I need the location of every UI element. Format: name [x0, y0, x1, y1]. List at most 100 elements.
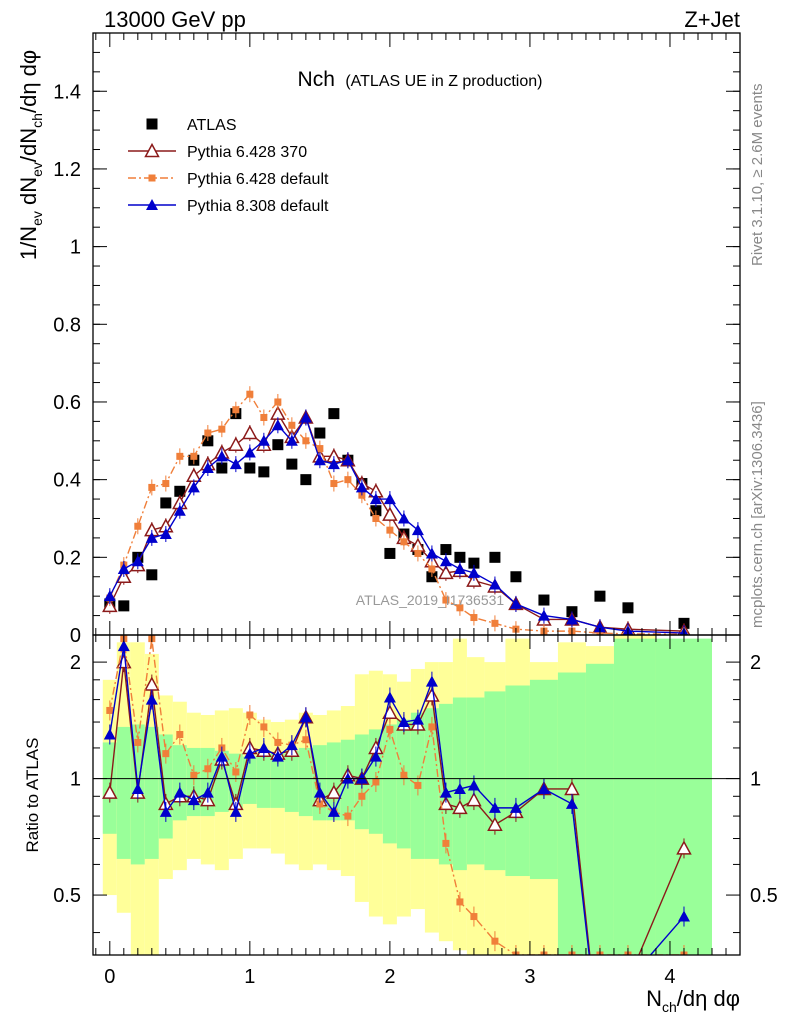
pythia-6-428-default-ratio-point — [470, 913, 478, 921]
pythia-6-428-default-ratio-point — [372, 778, 380, 786]
pythia-8-308-default-ratio-point — [439, 786, 452, 798]
pythia-6-428-370-ratio-point — [621, 974, 634, 986]
atlas-point — [300, 474, 312, 486]
pythia-6-428-default-ratio-point — [274, 738, 282, 746]
pythia-8-308-default-ratio-point — [313, 786, 326, 798]
pythia-8-308-default-point — [313, 454, 326, 466]
pythia-6-428-default-point — [330, 480, 338, 488]
pythia-6-428-370-ratio-point — [424, 687, 440, 702]
inner-band-bin — [484, 691, 506, 871]
legend-label-pythia-8-308-default: Pythia 8.308 default — [187, 198, 329, 215]
pythia-6-428-default-point — [400, 538, 408, 546]
atlas-point — [216, 462, 228, 474]
atlas-point — [510, 571, 522, 583]
y-tick-label-top: 0.8 — [53, 314, 81, 336]
header-right: Z+Jet — [684, 7, 740, 32]
pythia-8-308-default-point — [215, 450, 228, 462]
pythia-8-308-default-point — [488, 578, 501, 590]
pythia-8-308-default-point — [593, 621, 606, 633]
y-tick-label-top: 1.4 — [53, 81, 81, 103]
atlas-point — [538, 594, 550, 606]
pythia-8-308-default-point — [201, 461, 214, 473]
atlas-point — [286, 458, 298, 470]
pythia-6-428-default-point — [302, 437, 310, 445]
atlas-point — [258, 466, 270, 478]
inner-band-bin — [256, 753, 271, 808]
legend: ATLAS Pythia 6.428 370 Pythia 6.428 defaul… — [128, 117, 329, 215]
plot-title-sub: (ATLAS UE in Z production) — [345, 73, 542, 90]
pythia-8-308-default-point — [439, 555, 452, 567]
atlas-point — [489, 551, 501, 563]
inner-band-bin — [655, 638, 712, 955]
atlas-point — [468, 557, 480, 569]
legend-marker-pythia-6-428-370 — [144, 142, 160, 158]
pythia-8-308-default-point — [397, 512, 410, 524]
pythia-8-308-default-point — [453, 562, 466, 574]
y-axis-label-top: 1/Nev dNev/dNch/dη dφ — [16, 50, 45, 260]
pythia-8-308-default-ratio-point — [229, 805, 242, 817]
legend-marker-pythia-6-428-default — [148, 174, 156, 182]
pythia-8-308-default-ratio-point — [299, 711, 312, 723]
pythia-8-308-default-point — [285, 434, 298, 446]
pythia-6-428-default-point — [344, 476, 352, 484]
pythia-8-308-default-point — [131, 555, 144, 567]
pythia-6-428-default-ratio-point — [491, 937, 499, 945]
ratio-panel-frame — [92, 634, 741, 956]
axes: 0 1 2 3 4 0 0.2 0.4 0.6 0.8 1 1.2 1.4 0.5 0.5 1 1 2 2 — [53, 33, 778, 988]
pythia-6-428-default-ratio-line — [109, 638, 684, 955]
atlas-point — [118, 600, 130, 612]
atlas-point — [440, 544, 452, 556]
pythia-6-428-370-ratio-point — [326, 784, 342, 799]
pythia-6-428-370-point — [382, 506, 398, 521]
pythia-6-428-370-point — [242, 424, 258, 440]
inner-band-bin — [270, 753, 285, 808]
y-tick-label-bottom-right: 0.5 — [750, 885, 778, 907]
pythia-8-308-default-point — [145, 531, 158, 543]
pythia-6-428-default-point — [218, 425, 226, 433]
inner-band-bin — [284, 750, 299, 812]
atlas-point — [314, 427, 326, 439]
pythia-6-428-default-ratio-point — [400, 771, 408, 779]
pythia-6-428-default-ratio-point — [344, 812, 352, 820]
pythia-6-428-default-point — [232, 406, 240, 414]
pythia-6-428-default-ratio-point — [316, 800, 324, 808]
pythia-6-428-default-ratio-point — [204, 765, 212, 773]
pythia-8-308-default-ratio-point — [425, 675, 438, 687]
pythia-8-308-default-ratio-point — [453, 782, 466, 794]
pythia-8-308-default-point — [327, 458, 340, 470]
pythia-6-428-default-point — [491, 619, 499, 627]
pythia-8-308-default-point — [355, 481, 368, 493]
header-left: 13000 GeV pp — [104, 7, 246, 32]
pythia-8-308-default-ratio-point — [383, 691, 396, 703]
y-tick-label-top: 0.6 — [53, 392, 81, 414]
inner-band-bin — [116, 726, 131, 859]
pythia-6-428-default-point — [414, 549, 422, 557]
pythia-8-308-default-point — [467, 566, 480, 578]
pythia-8-308-default-point — [537, 609, 550, 621]
inner-band-bin — [424, 708, 439, 859]
pythia-6-428-default-ratio-point — [442, 839, 450, 847]
inner-band-bin — [613, 638, 656, 955]
pythia-6-428-370-point — [228, 436, 244, 451]
pythia-6-428-default-ratio-point — [162, 750, 170, 758]
y-tick-label-top: 0 — [70, 625, 81, 647]
pythia-6-428-default-point — [288, 421, 296, 429]
atlas-point — [146, 569, 158, 581]
pythia-6-428-default-ratio-point — [190, 771, 198, 779]
pythia-6-428-default-point — [316, 445, 324, 453]
pythia-8-308-default-point — [243, 446, 256, 458]
pythia-8-308-default-ratio-point — [467, 779, 480, 791]
pythia-6-428-370-ratio-point — [102, 784, 118, 799]
y-tick-label-bottom: 2 — [70, 652, 81, 674]
pythia-8-308-default-ratio-point — [369, 750, 382, 762]
pythia-6-428-default-ratio-point — [176, 730, 184, 738]
pythia-8-308-default-ratio-point — [271, 750, 284, 762]
pythia-8-308-default-ratio-point — [488, 801, 501, 813]
pythia-8-308-default-point — [187, 481, 200, 493]
pythia-8-308-default-ratio-point — [131, 782, 144, 794]
pythia-8-308-default-ratio-point — [215, 750, 228, 762]
y-tick-label-top: 0.4 — [53, 470, 81, 492]
pythia-6-428-default-ratio-point — [358, 792, 366, 800]
pythia-6-428-default-point — [246, 390, 254, 398]
